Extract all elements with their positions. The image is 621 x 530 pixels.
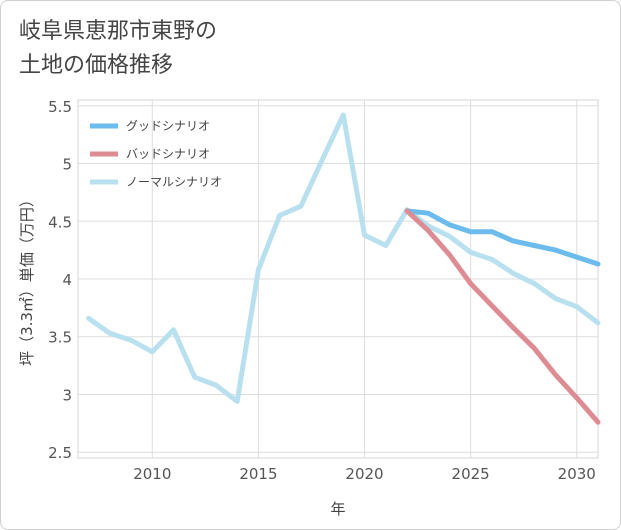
y-tick-labels: 2.5 3 3.5 4 4.5 5 5.5 xyxy=(48,98,72,462)
legend-item-bad-label: バッドシナリオ xyxy=(126,147,210,161)
x-tick-label: 2030 xyxy=(558,465,596,483)
series-line-normal xyxy=(86,112,601,404)
y-tick-label: 5 xyxy=(62,156,72,174)
legend-item-good-label: グッドシナリオ xyxy=(126,119,210,133)
x-tick-label: 2025 xyxy=(452,465,490,483)
chart-title-line-1: 岐阜県恵那市東野の xyxy=(19,19,218,44)
x-tick-label: 2015 xyxy=(239,465,277,483)
series-line-bad xyxy=(404,208,601,425)
chart-title-line-2: 土地の価格推移 xyxy=(19,53,174,78)
series-line-good xyxy=(404,208,601,267)
y-axis-title: 坪（3.3㎡）単価（万円） xyxy=(18,192,36,366)
y-tick-label: 4 xyxy=(62,271,72,289)
legend-item-normal-label: ノーマルシナリオ xyxy=(126,175,222,189)
y-tick-label: 4.5 xyxy=(48,213,72,231)
x-tick-label: 2010 xyxy=(133,465,171,483)
y-tick-label: 2.5 xyxy=(48,444,72,462)
x-tick-label: 2020 xyxy=(345,465,383,483)
series-lines xyxy=(86,112,601,425)
x-tick-labels: 2010 2015 2020 2025 2030 xyxy=(133,465,596,483)
y-tick-label: 5.5 xyxy=(48,98,72,116)
grid-lines xyxy=(78,100,598,458)
y-tick-label: 3.5 xyxy=(48,329,72,347)
y-tick-label: 3 xyxy=(62,386,72,404)
chart-title: 岐阜県恵那市東野の 土地の価格推移 xyxy=(19,15,217,83)
x-axis-title: 年 xyxy=(330,500,345,518)
